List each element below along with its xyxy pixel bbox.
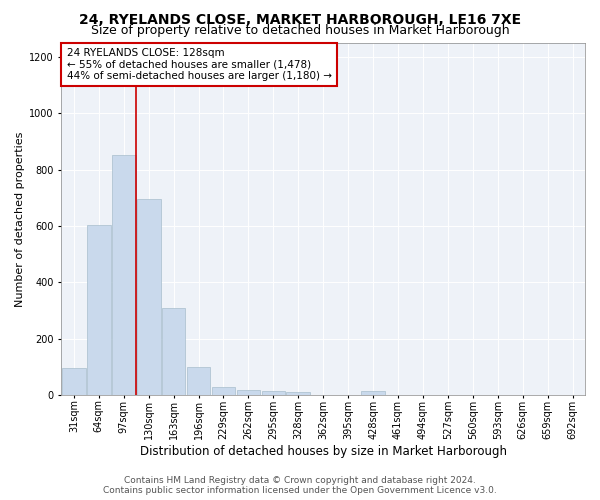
Y-axis label: Number of detached properties: Number of detached properties	[15, 131, 25, 306]
Bar	[62, 368, 86, 396]
Bar	[187, 367, 211, 396]
X-axis label: Distribution of detached houses by size in Market Harborough: Distribution of detached houses by size …	[140, 444, 507, 458]
Bar	[286, 392, 310, 396]
Bar	[87, 224, 110, 396]
Text: 24, RYELANDS CLOSE, MARKET HARBOROUGH, LE16 7XE: 24, RYELANDS CLOSE, MARKET HARBOROUGH, L…	[79, 12, 521, 26]
Bar	[137, 199, 161, 396]
Bar	[112, 156, 136, 396]
Text: Size of property relative to detached houses in Market Harborough: Size of property relative to detached ho…	[91, 24, 509, 37]
Text: Contains HM Land Registry data © Crown copyright and database right 2024.
Contai: Contains HM Land Registry data © Crown c…	[103, 476, 497, 495]
Bar	[262, 391, 285, 396]
Bar	[162, 308, 185, 396]
Bar	[212, 387, 235, 396]
Bar	[236, 390, 260, 396]
Bar	[361, 391, 385, 396]
Text: 24 RYELANDS CLOSE: 128sqm
← 55% of detached houses are smaller (1,478)
44% of se: 24 RYELANDS CLOSE: 128sqm ← 55% of detac…	[67, 48, 332, 81]
